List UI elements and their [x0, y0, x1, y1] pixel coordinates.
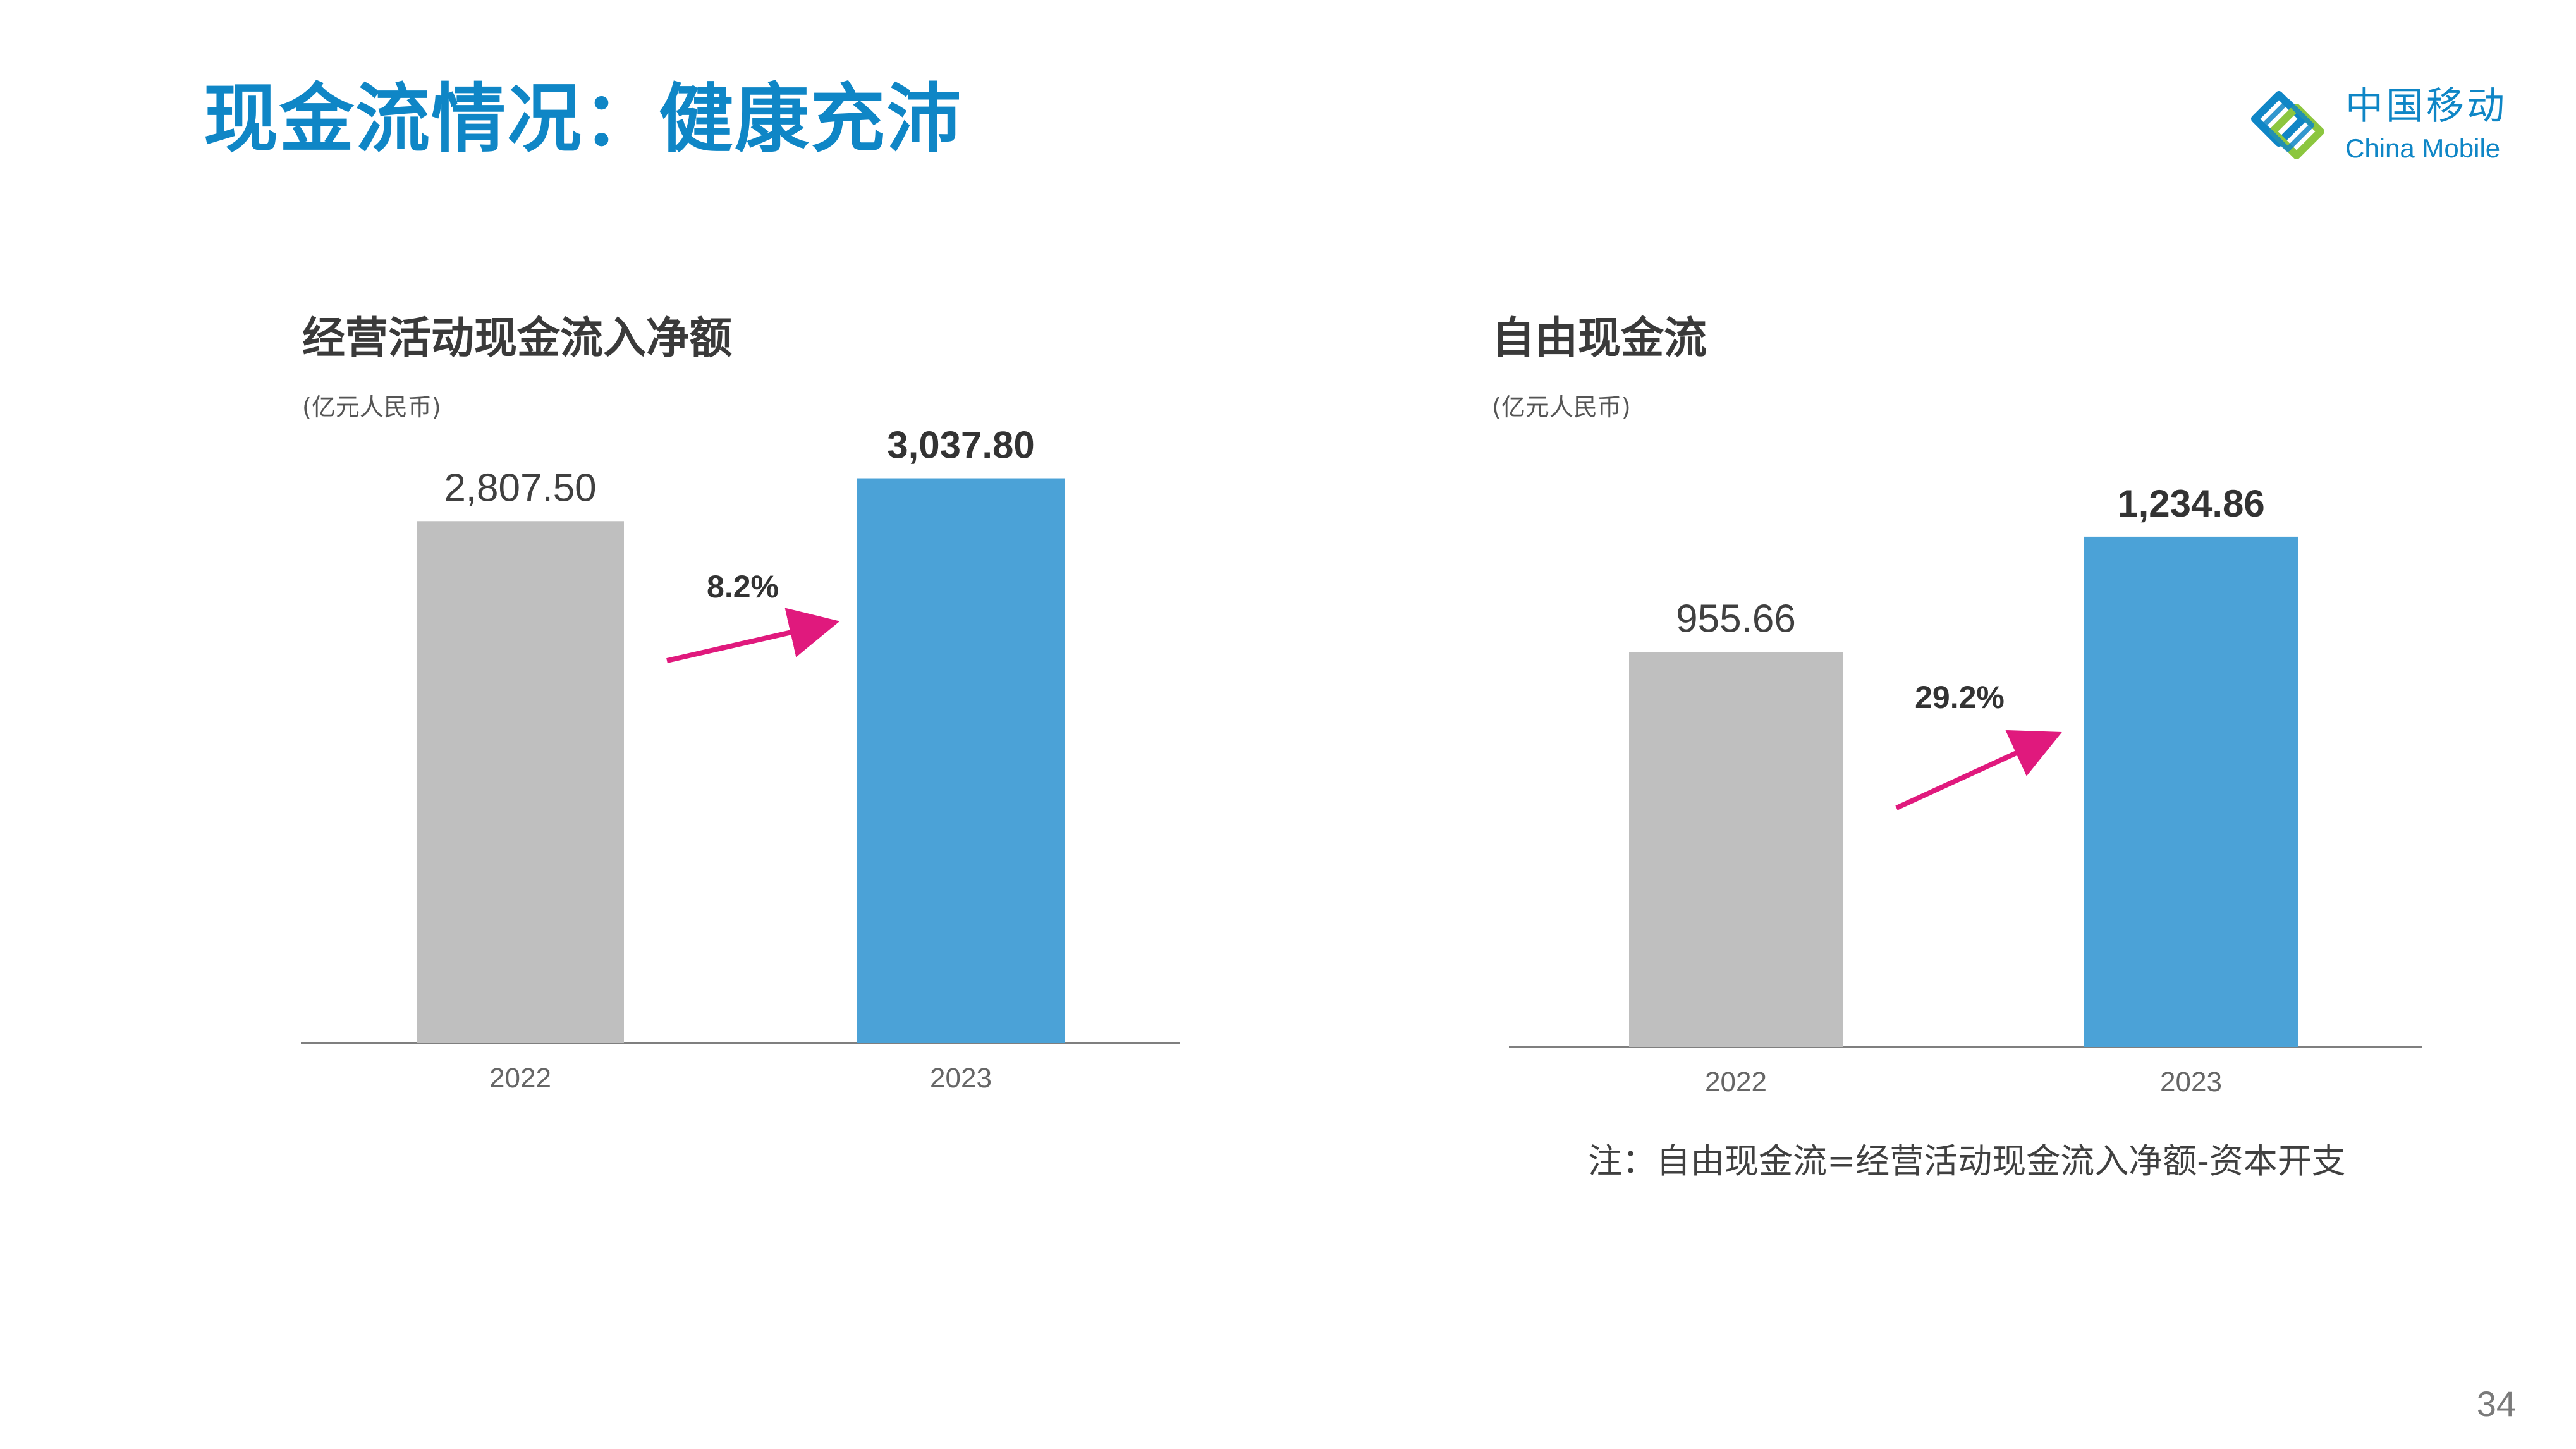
- footnote: 注：自由现金流=经营活动现金流入净额-资本开支: [1588, 1141, 2346, 1181]
- page-title: 现金流情况：健康充沛: [204, 75, 963, 162]
- growth-label: 8.2%: [707, 569, 779, 604]
- bar-2023: [857, 478, 1065, 1043]
- x-tick-label-2022: 2022: [489, 1063, 551, 1094]
- logo-english-text: China Mobile: [2345, 133, 2501, 163]
- china-mobile-mark-icon: [2251, 91, 2324, 159]
- data-label-2022: 2,807.50: [444, 466, 596, 510]
- bar-2023: [2084, 536, 2298, 1047]
- growth-label: 29.2%: [1915, 680, 2005, 715]
- china-mobile-logo: 中国移动 China Mobile: [2247, 81, 2513, 176]
- chart-2-title: 自由现金流: [1492, 314, 1707, 364]
- bar-charts: 2,807.50 2022 3,037.80 2023 8.2% 955.66 2022 1,…: [301, 424, 2422, 1097]
- data-label-2022: 955.66: [1676, 597, 1796, 640]
- growth-arrow: [1895, 730, 2062, 810]
- x-tick-label-2022: 2022: [1705, 1067, 1767, 1097]
- growth-arrow: [666, 608, 840, 663]
- bar-2022: [1629, 652, 1843, 1047]
- chart-2-unit: (亿元人民币): [1492, 393, 1631, 421]
- data-label-2023: 3,037.80: [887, 424, 1035, 467]
- x-tick-label-2023: 2023: [2160, 1067, 2222, 1097]
- data-label-2023: 1,234.86: [2117, 482, 2265, 525]
- chart-1-unit: (亿元人民币): [302, 393, 441, 421]
- logo-chinese-text: 中国移动: [2345, 84, 2507, 128]
- bar-2022: [417, 521, 624, 1043]
- chart-1-title: 经营活动现金流入净额: [302, 314, 733, 364]
- page-number: 34: [2476, 1384, 2516, 1424]
- x-tick-label-2023: 2023: [930, 1063, 992, 1094]
